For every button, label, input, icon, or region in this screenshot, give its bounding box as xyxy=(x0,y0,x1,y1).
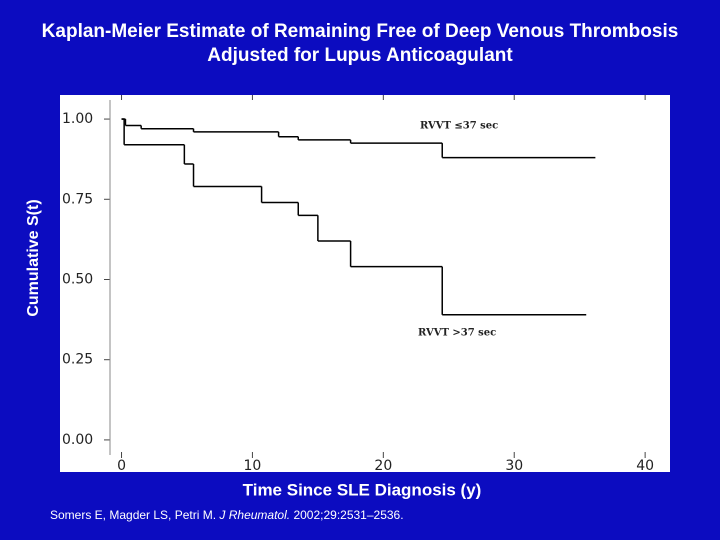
x-tick-label: 0 xyxy=(117,458,126,474)
x-tick-label: 40 xyxy=(636,458,654,474)
citation-journal: J Rheumatol. xyxy=(219,508,291,522)
y-axis-label: Cumulative S(t) xyxy=(25,199,42,316)
x-axis-label: Time Since SLE Diagnosis (y) xyxy=(243,480,482,499)
citation: Somers E, Magder LS, Petri M. J Rheumato… xyxy=(50,508,404,522)
y-tick-label: 0.25 xyxy=(62,352,93,368)
y-tick-label: 0.00 xyxy=(62,432,93,448)
x-tick-label: 30 xyxy=(505,458,523,474)
x-tick-label: 20 xyxy=(374,458,392,474)
plot-area xyxy=(60,95,670,472)
series-label: RVVT ≤37 sec xyxy=(420,121,498,132)
y-tick-label: 1.00 xyxy=(62,111,93,127)
series-label: RVVT >37 sec xyxy=(418,328,496,339)
chart-title: Kaplan-Meier Estimate of Remaining Free … xyxy=(41,21,679,66)
x-tick-label: 10 xyxy=(244,458,262,474)
citation-details: 2002;29:2531–2536. xyxy=(293,508,404,522)
y-tick-label: 0.75 xyxy=(62,191,93,207)
citation-authors: Somers E, Magder LS, Petri M. xyxy=(50,508,217,522)
y-tick-label: 0.50 xyxy=(62,271,93,287)
